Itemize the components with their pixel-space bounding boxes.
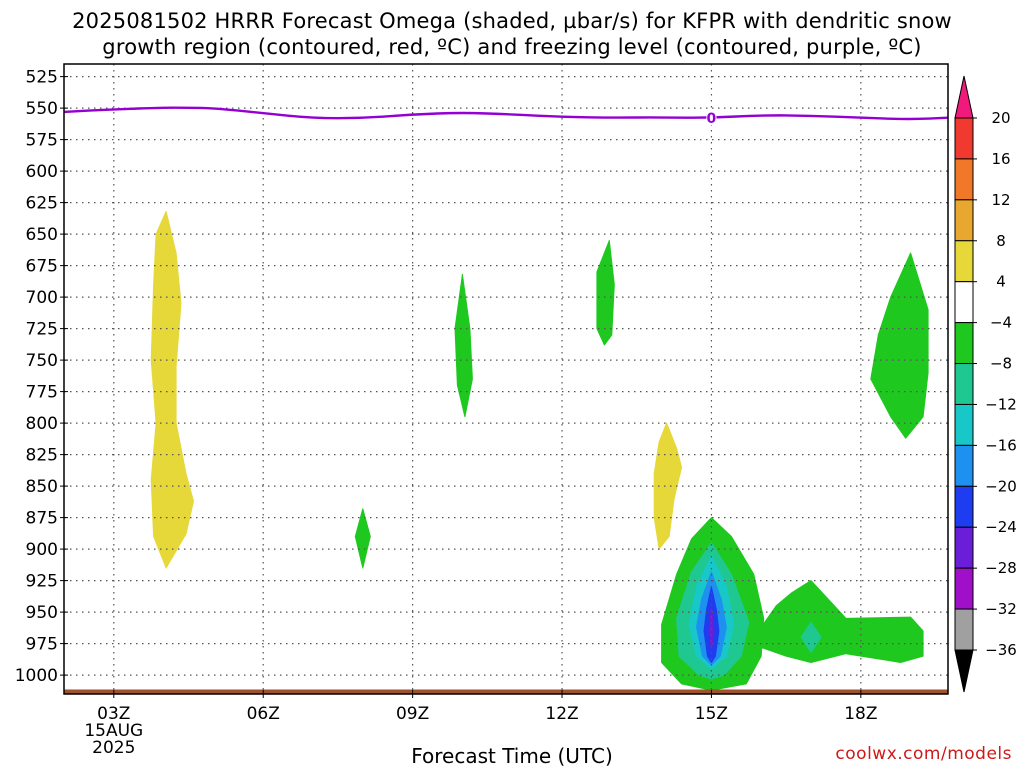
colorbar-segment-1 (954, 117, 974, 160)
y-tick-label-1000: 1000 (15, 666, 58, 686)
colorbar-segment-10 (954, 485, 974, 528)
x-date-label-1: 2025 (92, 738, 135, 758)
omega-region-13 (708, 605, 715, 651)
colorbar-segment-9 (954, 444, 974, 487)
y-tick-label-650: 650 (26, 225, 58, 245)
omega-region-9 (800, 621, 822, 653)
colorbar-segment-11 (954, 526, 974, 569)
colorbar-label-9: −20 (985, 477, 1017, 495)
colorbar-segment-2 (954, 158, 974, 201)
colorbar-segment-0 (954, 75, 974, 119)
colorbar-label-5: −4 (990, 314, 1012, 332)
omega-region-1 (653, 422, 683, 550)
colorbar-label-13: −36 (985, 641, 1017, 659)
colorbar-segment-8 (954, 403, 974, 446)
y-tick-label-600: 600 (26, 162, 58, 182)
colorbar-label-7: −12 (985, 395, 1017, 413)
colorbar-label-10: −24 (985, 518, 1017, 536)
credit-text: coolwx.com/models (835, 744, 1012, 764)
x-axis-label: Forecast Time (UTC) (411, 744, 613, 768)
colorbar-segment-4 (954, 240, 974, 283)
freezing-level-label-bg (706, 109, 717, 125)
x-tick-label-15Z: 15Z (695, 704, 728, 724)
y-tick-label-700: 700 (26, 288, 58, 308)
y-axis: 525 550 575 600 625 650 675 700 725 750 775 800 825 8… (15, 68, 68, 686)
y-tick-label-625: 625 (26, 194, 58, 214)
freezing-level-line (63, 106, 949, 121)
y-tick-label-725: 725 (26, 320, 58, 340)
colorbar-label-6: −8 (990, 355, 1012, 373)
colorbar-segment-6 (954, 322, 974, 365)
chart-title-line-2: growth region (contoured, red, ºC) and f… (102, 35, 922, 59)
x-date-label-0: 15AUG (84, 721, 143, 741)
colorbar-segment-7 (954, 363, 974, 405)
colorbar-label-3: 8 (996, 232, 1006, 250)
y-tick-label-825: 825 (26, 446, 58, 466)
x-tick-label-03Z: 03Z (97, 704, 130, 724)
colorbar-label-11: −28 (985, 559, 1017, 577)
plot-frame (63, 63, 949, 695)
omega-region-4 (596, 239, 615, 346)
colorbar-label-2: 12 (991, 191, 1010, 209)
y-tick-label-525: 525 (26, 68, 58, 88)
omega-region-3 (454, 273, 473, 418)
colorbar: 20 16 12 8 4 −4 −8 −12 −16 −20 −24 −28 −32 −36 (954, 75, 1017, 693)
chart-title: 2025081502 HRRR Forecast Omega (shaded, … (0, 8, 1024, 60)
y-tick-label-550: 550 (26, 99, 58, 119)
freezing-level-contour: 0 (63, 106, 949, 127)
colorbar-segment-14 (954, 649, 974, 693)
y-tick-label-575: 575 (26, 131, 58, 151)
colorbar-label-12: −32 (985, 600, 1017, 618)
y-tick-label-750: 750 (26, 351, 58, 371)
surface-ground (64, 689, 948, 694)
colorbar-segment-3 (954, 199, 974, 242)
omega-region-7 (760, 580, 924, 663)
surface-strip (64, 689, 948, 694)
x-tick-label-06Z: 06Z (247, 704, 280, 724)
omega-shaded-regions (150, 210, 929, 691)
colorbar-label-1: 16 (991, 150, 1010, 168)
omega-region-5 (870, 252, 929, 439)
y-tick-label-950: 950 (26, 603, 58, 623)
x-tick-label-09Z: 09Z (396, 704, 429, 724)
x-tick-label-12Z: 12Z (545, 704, 578, 724)
x-tick-label-18Z: 18Z (844, 704, 877, 724)
y-tick-label-875: 875 (26, 509, 58, 529)
colorbar-segment-13 (954, 608, 974, 651)
colorbar-label-0: 20 (991, 109, 1010, 127)
colorbar-segment-5 (954, 281, 974, 324)
omega-region-2 (354, 508, 371, 569)
y-tick-label-800: 800 (26, 414, 58, 434)
y-tick-label-975: 975 (26, 635, 58, 655)
y-tick-label-675: 675 (26, 257, 58, 277)
freezing-level-label: 0 (707, 111, 717, 127)
y-tick-label-900: 900 (26, 540, 58, 560)
chart-title-line-1: 2025081502 HRRR Forecast Omega (shaded, … (72, 9, 952, 33)
colorbar-label-4: 4 (996, 273, 1006, 291)
omega-region-0 (150, 210, 194, 569)
colorbar-label-8: −16 (985, 436, 1017, 454)
y-tick-label-925: 925 (26, 572, 58, 592)
colorbar-segment-12 (954, 567, 974, 610)
y-tick-label-775: 775 (26, 383, 58, 403)
y-tick-label-850: 850 (26, 477, 58, 497)
